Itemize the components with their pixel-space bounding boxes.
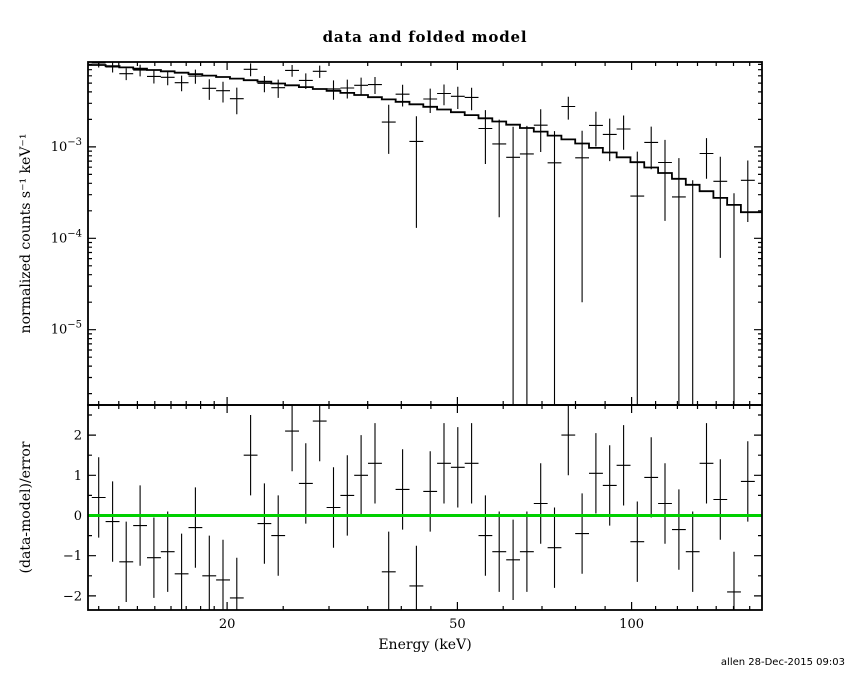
data-points [91, 62, 755, 405]
spectrum-panel-frame [87, 61, 763, 406]
y-axis-label-top: normalized counts s⁻¹ keV⁻¹ [18, 134, 34, 334]
svg-text:10−3: 10−3 [51, 137, 82, 155]
svg-text:100: 100 [619, 617, 644, 632]
timestamp: allen 28-Dec-2015 09:03 [721, 657, 845, 668]
x-axis-label: Energy (keV) [378, 637, 471, 653]
residual-panel-frame [87, 404, 763, 611]
chart-layer: 20 50 100 10−3 10−4 10−5 −2 −1 0 1 2 [51, 61, 763, 632]
model-line [88, 64, 762, 214]
svg-text:−1: −1 [63, 549, 82, 564]
svg-text:10−4: 10−4 [51, 228, 82, 246]
plot-title: data and folded model [323, 28, 528, 46]
svg-text:−2: −2 [63, 589, 82, 604]
svg-text:0: 0 [74, 509, 82, 524]
svg-text:10−5: 10−5 [51, 320, 82, 338]
residual-points [91, 405, 755, 610]
svg-text:50: 50 [449, 617, 466, 632]
y-axis-label-bottom: (data-model)/error [18, 441, 34, 573]
svg-text:1: 1 [74, 469, 82, 484]
svg-text:2: 2 [74, 429, 82, 444]
svg-text:20: 20 [219, 617, 236, 632]
